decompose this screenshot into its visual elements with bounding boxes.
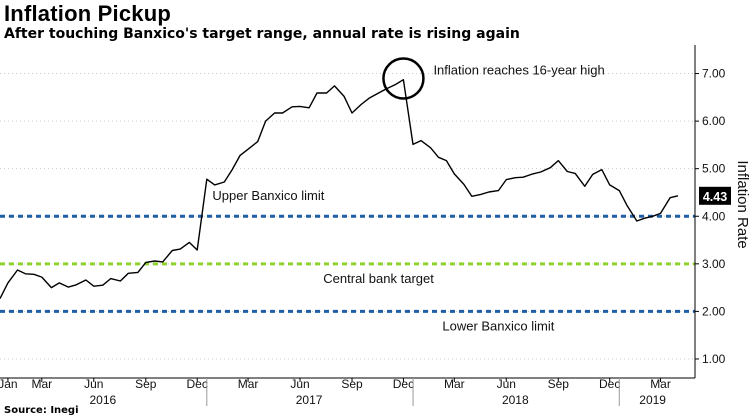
annotation-layer: Inflation reaches 16-year high (382, 57, 605, 100)
x-year-label: 2018 (502, 393, 529, 407)
x-year-label: 2016 (89, 393, 116, 407)
x-tick-label: Sep (548, 377, 570, 391)
annotation-circle (382, 57, 425, 100)
y-axis-label: Inflation Rate (734, 160, 751, 248)
x-tick-label: Sep (341, 377, 363, 391)
y-tick-label: 3.00 (702, 257, 726, 271)
reference-line-label: Lower Banxico limit (442, 319, 554, 334)
x-tick-label: Dec (599, 377, 620, 391)
last-value-box (699, 186, 731, 205)
axes: 1.00 2.00 3.00 4.00 5.00 6.00 7.00 Inflation Ra… (0, 45, 751, 407)
reference-line-label: Central bank target (323, 271, 434, 286)
chart-subtitle: After touching Banxico's target range, a… (4, 26, 520, 42)
x-tick-label: Jun (290, 377, 309, 391)
annotation-text: Inflation reaches 16-year high (433, 62, 604, 77)
x-tick-label: Dec (393, 377, 414, 391)
x-tick-label: Jun (84, 377, 103, 391)
x-tick-label: Mar (444, 377, 465, 391)
source-note: Source: Inegi (4, 405, 79, 416)
y-tick-label: 1.00 (702, 352, 726, 366)
y-tick-label: 6.00 (702, 114, 726, 128)
y-tick-label: 4.00 (702, 209, 726, 223)
y-gridlines (0, 73, 695, 360)
x-tick-label: Mar (31, 377, 52, 391)
x-tick-label: Mar (238, 377, 259, 391)
x-tick-label: Dec (187, 377, 208, 391)
reference-line-label: Upper Banxico limit (212, 188, 324, 203)
x-tick-label: Sep (135, 377, 157, 391)
x-year-label: 2017 (296, 393, 323, 407)
x-tick-label: Mar (650, 377, 671, 391)
reference-lines: Upper Banxico limit Central bank target Lo… (0, 188, 695, 334)
inflation-series-line (0, 79, 679, 299)
x-tick-label: Jan (0, 377, 18, 391)
y-tick-label: 2.00 (702, 304, 726, 318)
chart-title: Inflation Pickup (4, 1, 171, 26)
x-year-label: 2019 (639, 393, 666, 407)
y-tick-label: 5.00 (702, 162, 726, 176)
x-tick-label: Jun (497, 377, 516, 391)
y-tick-label: 7.00 (702, 67, 726, 81)
series-layer (0, 79, 679, 299)
last-value-label: 4.43 (703, 190, 727, 204)
